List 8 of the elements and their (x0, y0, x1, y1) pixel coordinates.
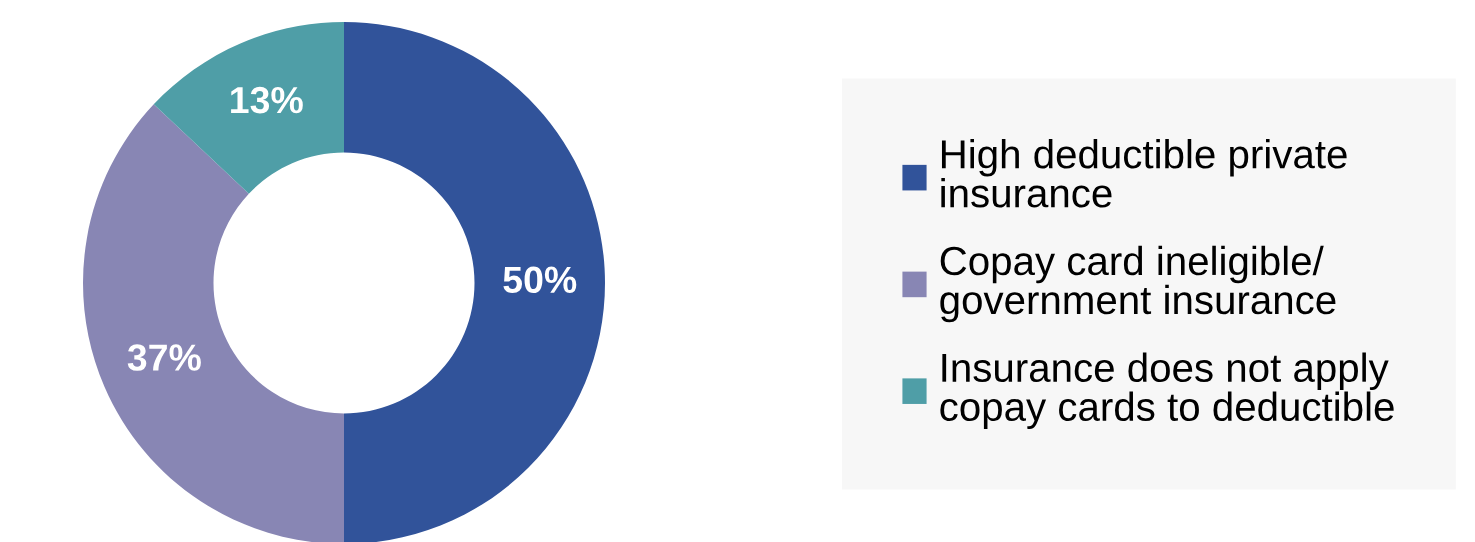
legend-label: Copay card ineligible/ government insurance (940, 245, 1336, 323)
data-label: 13% (231, 86, 303, 114)
data-label: 50% (503, 266, 577, 294)
donut-slice (153, 22, 344, 194)
donut-slice (344, 22, 605, 542)
legend-label: High deductible private insurance (941, 138, 1347, 208)
data-label: 37% (127, 344, 201, 371)
legend-label: Insurance does not apply copay cards to deductible (940, 352, 1394, 430)
